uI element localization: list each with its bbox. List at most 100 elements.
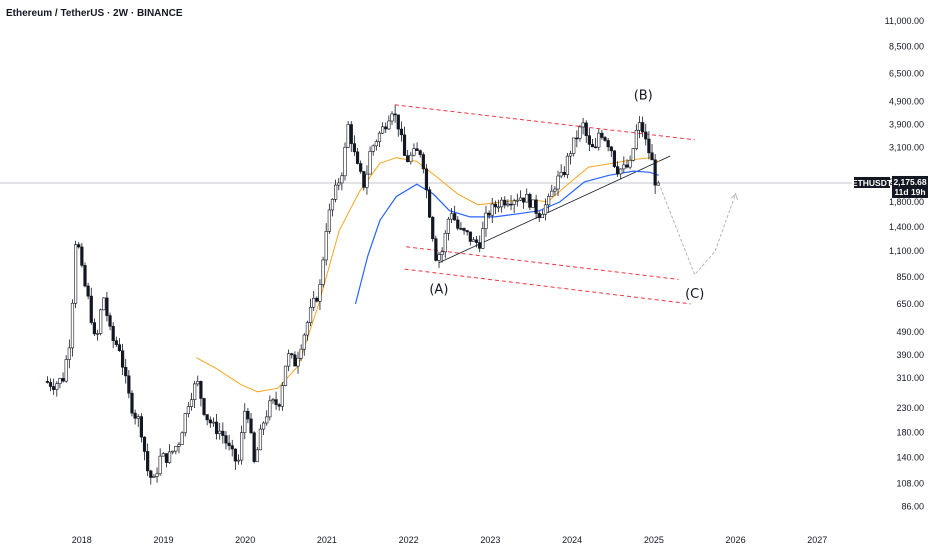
candle-body — [274, 399, 278, 405]
candle-body — [83, 265, 87, 287]
candle-body — [384, 126, 388, 130]
candle-body — [224, 435, 228, 444]
symbol-tag-text: ETHUSDT — [852, 178, 893, 188]
y-tick-label: 490.00 — [896, 327, 924, 337]
y-tick-label: 310.00 — [896, 373, 924, 383]
candle-body — [537, 213, 541, 219]
candle-body — [130, 392, 134, 414]
y-tick-label: 1,800.00 — [889, 197, 924, 207]
candle-body — [61, 378, 65, 382]
y-tick-label: 230.00 — [896, 403, 924, 413]
y-tick-label: 3,100.00 — [889, 143, 924, 153]
candle-body — [615, 166, 620, 175]
candle-body — [619, 168, 623, 175]
x-tick-label: 2022 — [399, 535, 419, 545]
candle-body — [550, 190, 554, 197]
candle-body — [399, 128, 404, 136]
candle-body — [52, 386, 56, 390]
candle-body — [321, 259, 325, 285]
candle-body — [434, 238, 438, 261]
candle-body — [362, 171, 366, 188]
candle-body — [518, 197, 523, 201]
candle-body — [127, 375, 131, 394]
candle-body — [528, 194, 532, 208]
candle-body — [459, 228, 463, 230]
y-tick-label: 850.00 — [896, 272, 924, 282]
candle-body — [349, 124, 353, 144]
candle-body — [368, 151, 372, 175]
candle-body — [108, 315, 112, 327]
candle-body — [252, 432, 256, 462]
candle-body — [64, 359, 68, 382]
candle-body — [446, 218, 450, 234]
candle-body — [606, 140, 610, 148]
candle-body — [249, 418, 253, 434]
candle-body — [202, 398, 206, 415]
candle-body — [287, 353, 291, 367]
y-tick-label: 1,400.00 — [889, 222, 924, 232]
candle-body — [402, 134, 407, 156]
candle-body — [656, 182, 660, 186]
candle-body — [246, 410, 250, 420]
candle-body — [424, 168, 429, 191]
candle-body — [647, 138, 651, 154]
candle-body — [240, 432, 244, 461]
candle-body — [415, 148, 419, 151]
candle-body — [612, 150, 617, 167]
candle-body — [236, 459, 241, 462]
candle-body — [183, 413, 187, 434]
x-tick-label: 2018 — [72, 535, 92, 545]
candle-body — [343, 146, 347, 177]
projection-path — [658, 182, 737, 276]
x-tick-label: 2026 — [726, 535, 746, 545]
candle-body — [578, 126, 582, 139]
candle-body — [327, 209, 331, 232]
candle-body — [58, 378, 62, 385]
candle-body — [437, 254, 441, 261]
candle-body — [490, 203, 494, 216]
candle-body — [534, 199, 538, 214]
candle-body — [594, 146, 598, 149]
candle-body — [503, 199, 507, 206]
candle-body — [471, 239, 476, 242]
candle-body — [562, 171, 566, 176]
candle-body — [456, 219, 460, 229]
candle-body — [496, 206, 501, 209]
x-tick-label: 2025 — [644, 535, 664, 545]
candle-body — [409, 154, 413, 163]
candle-body — [334, 184, 338, 200]
candle-body — [487, 212, 491, 216]
candle-body — [637, 122, 642, 131]
candle-body — [474, 239, 479, 243]
candle-body — [393, 113, 397, 116]
candle-body — [587, 135, 591, 145]
candle-body — [641, 122, 645, 133]
candle-body — [290, 353, 294, 356]
price-tag-value: 2,175.68 — [893, 177, 926, 187]
candle-body — [105, 297, 109, 316]
candle-body — [73, 244, 78, 304]
candle-body — [174, 446, 178, 452]
candle-body — [124, 366, 128, 377]
y-tick-label: 650.00 — [896, 299, 924, 309]
candle-body — [387, 120, 391, 130]
candle-body — [543, 204, 548, 215]
candle-body — [468, 231, 472, 242]
candle-body — [531, 199, 535, 208]
price-tag-countdown: 11d 19h — [894, 187, 925, 197]
candle-body — [650, 152, 654, 161]
candle-body — [525, 194, 529, 203]
candle-body — [324, 231, 328, 261]
candle-body — [509, 203, 513, 206]
candle-body — [227, 442, 231, 446]
candle-body — [512, 200, 516, 205]
candle-body — [597, 132, 601, 148]
candle-body — [293, 354, 297, 367]
candle-body — [337, 182, 341, 186]
candle-body — [171, 450, 175, 453]
candle-body — [390, 113, 394, 122]
candle-body — [146, 451, 150, 472]
candle-body — [340, 175, 344, 184]
